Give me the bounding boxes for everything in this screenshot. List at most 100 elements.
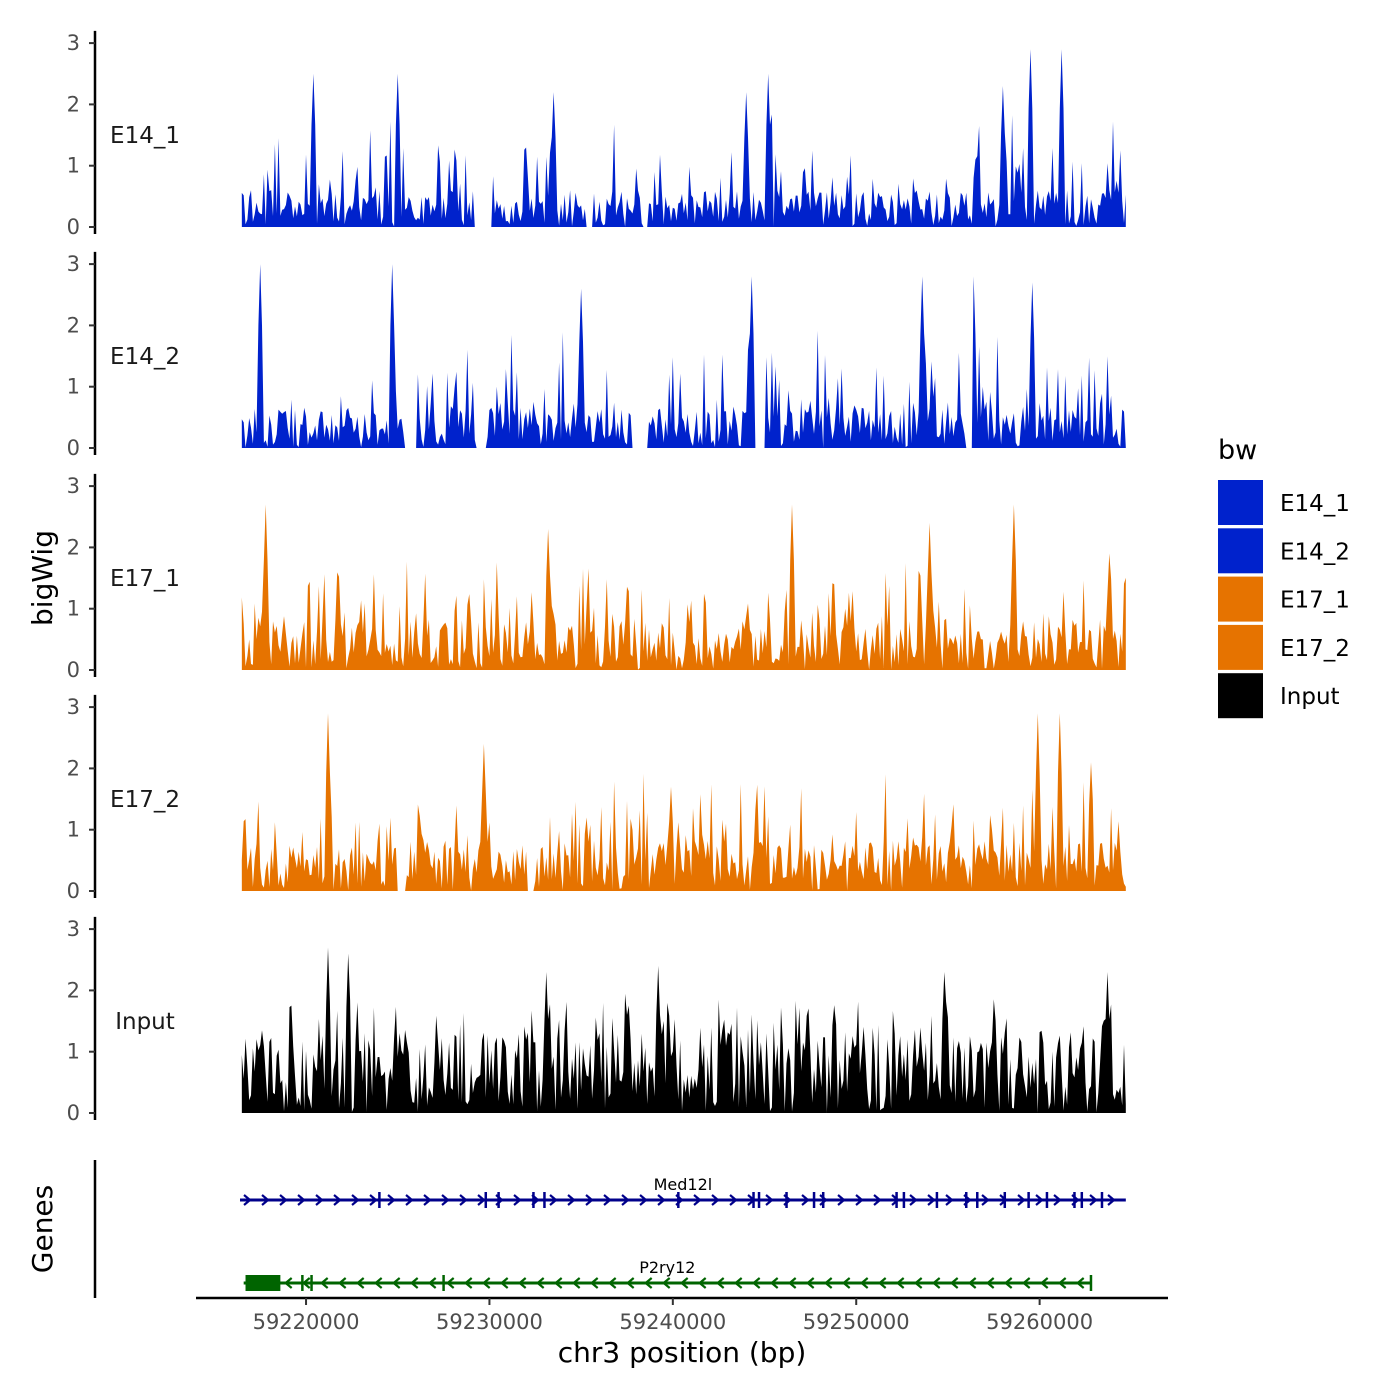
x-axis-title: chr3 position (bp) — [558, 1336, 807, 1369]
strand-arrow — [1035, 1194, 1044, 1206]
x-tick-label: 59230000 — [436, 1310, 543, 1334]
gene-med12l: Med12l — [240, 1175, 1126, 1208]
strand-arrow — [571, 1277, 581, 1289]
legend: E14_1 E14_2 E17_1 E17_2 Input — [1218, 480, 1350, 719]
y-tick-label: 1 — [67, 818, 80, 842]
strand-arrow — [711, 1194, 720, 1206]
track-label: E17_2 — [110, 787, 180, 813]
strand-arrow — [1021, 1277, 1031, 1289]
strand-arrow — [1057, 1277, 1067, 1289]
strand-arrow — [1053, 1194, 1062, 1206]
strand-arrow — [1039, 1277, 1049, 1289]
legend-label: E14_1 — [1280, 491, 1350, 517]
track-label: E14_1 — [110, 123, 180, 149]
strand-arrow — [1089, 1194, 1098, 1206]
y-tick-label: 1 — [67, 1040, 80, 1064]
y-tick-label: 2 — [67, 92, 80, 116]
strand-arrow — [967, 1277, 977, 1289]
legend-label: E17_1 — [1280, 588, 1350, 614]
strand-arrow — [877, 1277, 887, 1289]
strand-arrow — [841, 1277, 851, 1289]
panel-e17-1: 0 1 2 3 E17_1 — [67, 473, 1126, 682]
coverage-panels: 0 1 2 3 E14_1 0 1 2 3 E14_2 0 1 2 3 E17_1 0 1 2 3 E17_2 0 1 2 3… — [67, 30, 1126, 1125]
y-tick-label: 3 — [67, 695, 80, 719]
strand-arrow — [859, 1277, 869, 1289]
strand-arrow — [927, 1194, 936, 1206]
y-tick-label: 3 — [67, 917, 80, 941]
coverage-area-input — [241, 947, 1126, 1113]
genes-track-title: Genes — [26, 1185, 59, 1273]
strand-arrow — [639, 1194, 648, 1206]
strand-arrow — [333, 1194, 342, 1206]
legend-title: bw — [1218, 435, 1257, 466]
strand-arrow — [243, 1194, 252, 1206]
y-tick-label: 0 — [67, 1101, 80, 1125]
y-tick-label: 2 — [67, 313, 80, 337]
y-tick-label: 1 — [67, 597, 80, 621]
y-tick-label: 3 — [67, 252, 80, 276]
strand-arrow — [459, 1194, 468, 1206]
strand-arrow — [751, 1277, 761, 1289]
y-tick-label: 2 — [67, 535, 80, 559]
strand-arrow — [603, 1194, 612, 1206]
strand-arrow — [391, 1277, 401, 1289]
strand-arrow — [445, 1277, 455, 1289]
strand-arrow — [351, 1194, 360, 1206]
strand-arrow — [697, 1277, 707, 1289]
strand-arrow — [513, 1194, 522, 1206]
y-axis-title: bigWig — [26, 530, 59, 626]
strand-arrow — [553, 1277, 563, 1289]
strand-arrow — [441, 1194, 450, 1206]
track-label: E14_2 — [110, 344, 180, 370]
y-tick-label: 2 — [67, 978, 80, 1002]
strand-arrow — [301, 1277, 311, 1289]
y-tick-label: 1 — [67, 154, 80, 178]
strand-arrow — [427, 1277, 437, 1289]
y-tick-label: 3 — [67, 31, 80, 55]
strand-arrow — [805, 1277, 815, 1289]
legend-label: Input — [1280, 684, 1340, 710]
legend-swatch — [1218, 673, 1263, 719]
strand-arrow — [549, 1194, 558, 1206]
track-label: E17_1 — [110, 566, 180, 592]
strand-arrow — [1017, 1194, 1026, 1206]
strand-arrow — [373, 1277, 383, 1289]
strand-arrow — [1075, 1277, 1085, 1289]
y-tick-label: 0 — [67, 658, 80, 682]
legend-swatch — [1218, 576, 1263, 622]
strand-arrow — [499, 1277, 509, 1289]
legend-swatch — [1218, 528, 1263, 574]
strand-arrow — [891, 1194, 900, 1206]
strand-arrow — [873, 1194, 882, 1206]
coding-exon — [245, 1275, 281, 1291]
strand-arrow — [315, 1194, 324, 1206]
x-tick-label: 59260000 — [986, 1310, 1093, 1334]
strand-arrow — [715, 1277, 725, 1289]
strand-arrow — [387, 1194, 396, 1206]
y-tick-label: 3 — [67, 474, 80, 498]
x-tick-label: 59240000 — [619, 1310, 726, 1334]
strand-arrow — [679, 1277, 689, 1289]
strand-arrow — [823, 1277, 833, 1289]
gene-name: P2ry12 — [639, 1258, 695, 1277]
strand-arrow — [297, 1194, 306, 1206]
gene-track: Med12l P2ry12 — [93, 1160, 1126, 1298]
strand-arrow — [369, 1194, 378, 1206]
strand-arrow — [1107, 1194, 1116, 1206]
x-axis: 59220000 59230000 59240000 59250000 59260000 — [196, 1296, 1168, 1334]
coverage-area-e14-2 — [241, 264, 1126, 448]
strand-arrow — [585, 1194, 594, 1206]
strand-arrow — [693, 1194, 702, 1206]
y-tick-label: 0 — [67, 215, 80, 239]
strand-arrow — [765, 1194, 774, 1206]
strand-arrow — [355, 1277, 365, 1289]
strand-arrow — [985, 1277, 995, 1289]
strand-arrow — [895, 1277, 905, 1289]
legend-swatch — [1218, 480, 1263, 525]
strand-arrow — [729, 1194, 738, 1206]
strand-arrow — [567, 1194, 576, 1206]
track-label: Input — [115, 1009, 175, 1035]
strand-arrow — [945, 1194, 954, 1206]
strand-arrow — [261, 1194, 270, 1206]
